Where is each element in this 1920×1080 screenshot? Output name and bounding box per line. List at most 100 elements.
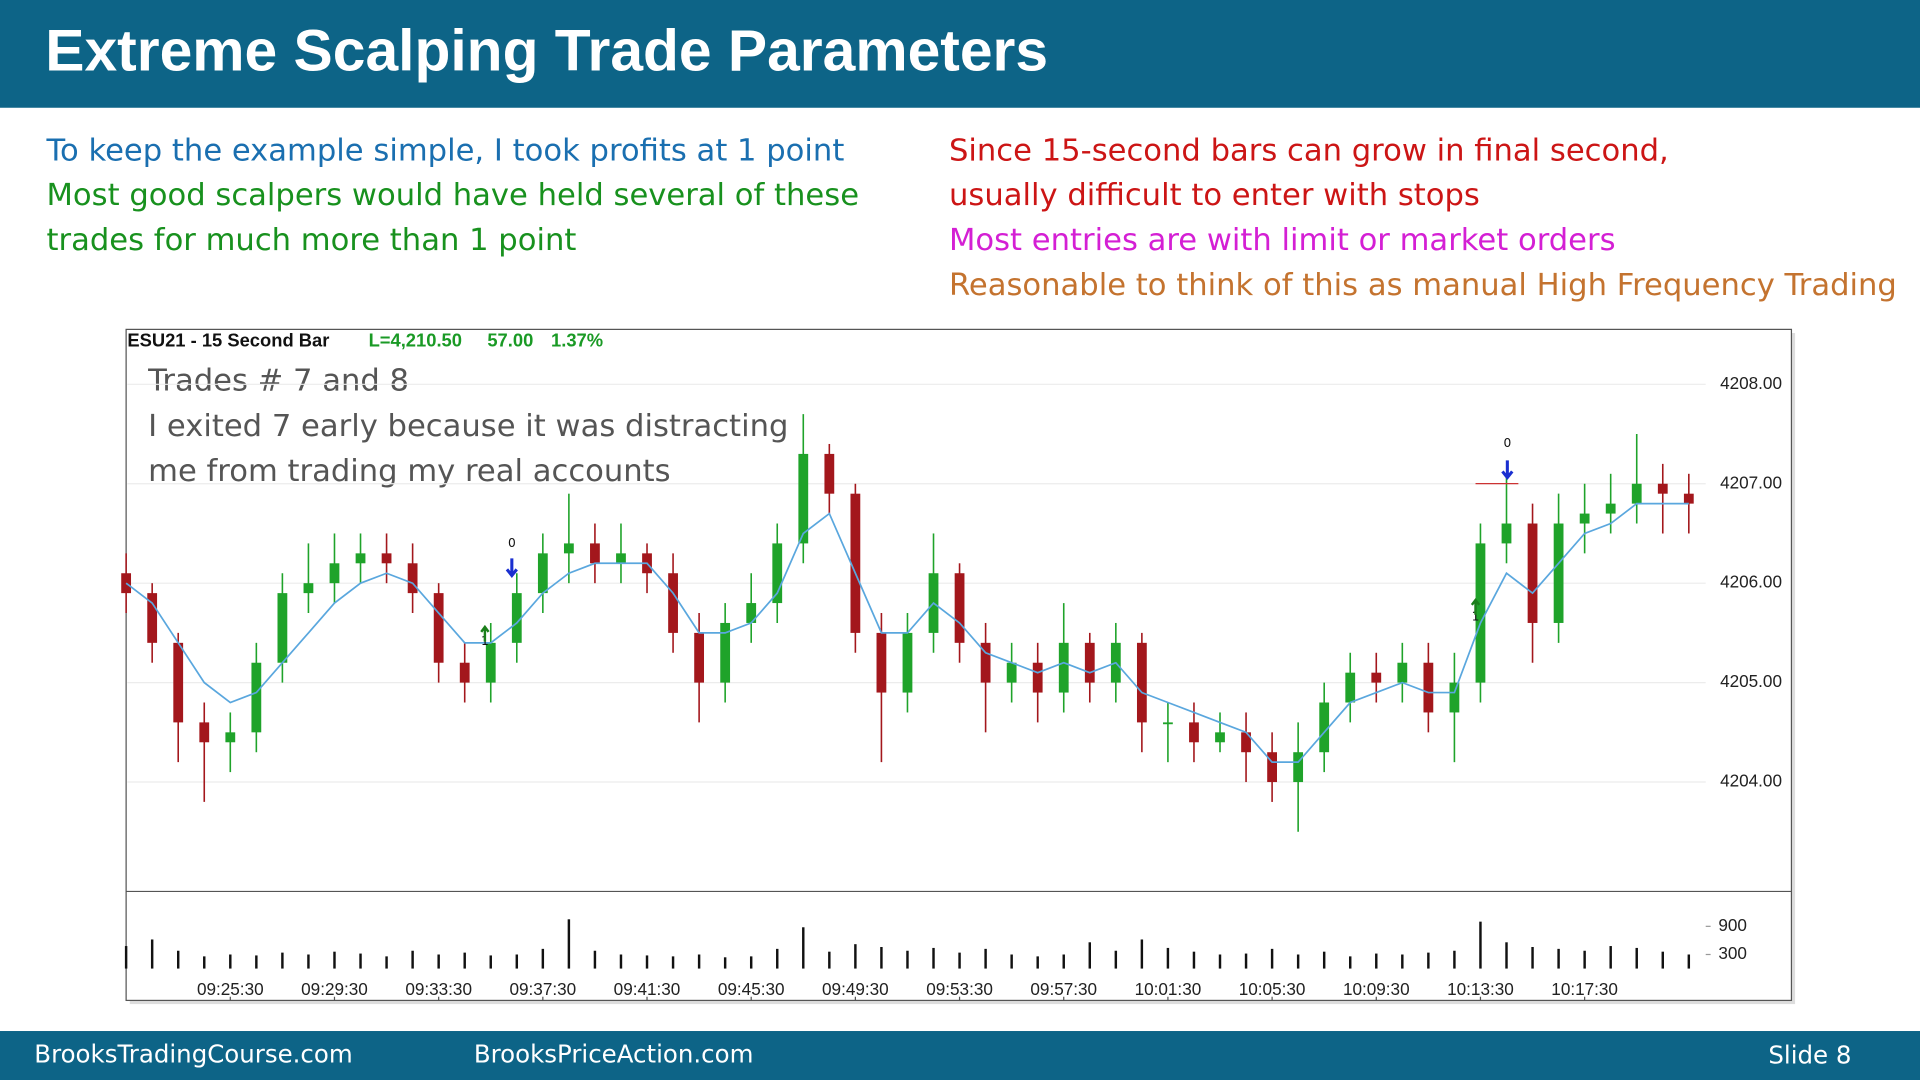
candle-body (303, 583, 314, 594)
candle-body (1449, 682, 1460, 713)
candle-body (329, 563, 340, 584)
candle-body (1683, 493, 1694, 504)
x-tick-label: 09:29:30 (301, 979, 368, 999)
trade-label: 1 (1472, 610, 1480, 624)
candle-body (1527, 523, 1538, 623)
candle-body (590, 543, 600, 564)
candle-body (1631, 483, 1642, 504)
candle-body (1605, 503, 1616, 514)
candle-body (668, 573, 678, 633)
x-tick-label: 09:49:30 (822, 979, 889, 999)
candle-body (1084, 642, 1095, 683)
candle-body (433, 593, 444, 663)
ema-line (125, 502, 1689, 764)
candle-body (563, 543, 574, 554)
x-tick-label: 09:33:30 (405, 979, 472, 999)
footer-bar (0, 1031, 1920, 1080)
candle-body (1579, 513, 1590, 524)
y-tick-label: 4205.00 (1720, 671, 1782, 691)
candle-body (1397, 662, 1408, 683)
footer-left: BrooksTradingCourse.com (34, 1040, 352, 1069)
symbol: ESU21 - 15 Second Bar (127, 329, 329, 350)
x-tick-label: 09:45:30 (718, 979, 785, 999)
candle-body (616, 553, 626, 564)
y-tick-label: 4206.00 (1720, 572, 1782, 592)
note-right: usually difficult to enter with stops (949, 178, 1480, 213)
candle-body (1136, 642, 1147, 723)
candle-body (1293, 752, 1304, 783)
candle-body (1241, 732, 1251, 753)
candle-body (1058, 642, 1069, 693)
y2-tick-label: 900 (1718, 915, 1747, 935)
candle-body (720, 622, 731, 683)
chart-annotation: I exited 7 early because it was distract… (148, 409, 788, 444)
note-right: Most entries are with limit or market or… (949, 223, 1616, 258)
candle-body (173, 642, 184, 723)
y2-tick-label: 300 (1718, 943, 1747, 963)
x-tick-label: 09:37:30 (510, 979, 577, 999)
candle-body (147, 593, 158, 643)
footer-middle: BrooksPriceAction.com (474, 1040, 754, 1069)
note-left: Most good scalpers would have held sever… (47, 178, 860, 213)
last-price: L=4,210.50 (369, 329, 462, 350)
candle-body (1501, 523, 1512, 544)
candle-body (459, 662, 470, 683)
candle-body (1657, 483, 1668, 494)
candle-body (1345, 672, 1356, 703)
x-tick-label: 10:13:30 (1447, 979, 1514, 999)
candle-body (1189, 722, 1199, 743)
candle-body (1319, 702, 1330, 753)
exit-arrow (505, 558, 518, 578)
candle-body (746, 603, 757, 623)
candle-body (772, 543, 783, 604)
candle-body (537, 553, 548, 594)
candle-body (381, 553, 392, 564)
change: 57.00 (487, 329, 533, 350)
note-right: Reasonable to think of this as manual Hi… (949, 268, 1897, 303)
entry-arrow (480, 624, 490, 642)
candle-body (876, 632, 887, 693)
candle-body (251, 662, 262, 733)
x-tick-label: 09:25:30 (197, 979, 264, 999)
candle-body (277, 593, 288, 663)
candle-body (1423, 662, 1434, 713)
header-bar (0, 0, 1920, 108)
chart-annotation: Trades # 7 and 8 (147, 364, 409, 399)
chart-header: ESU21 - 15 Second Bar L=4,210.50 57.00 1… (127, 329, 603, 350)
candle-body (902, 632, 913, 693)
note-left: trades for much more than 1 point (47, 223, 577, 258)
candle-body (1475, 543, 1486, 683)
candle-body (1006, 662, 1017, 683)
candle-body (1553, 523, 1564, 623)
candle-body (980, 642, 991, 683)
candle-body (199, 722, 210, 743)
x-tick-label: 10:09:30 (1343, 979, 1410, 999)
note-right: Since 15-second bars can grow in final s… (949, 133, 1669, 168)
slide-number: Slide 8 (1768, 1041, 1851, 1070)
candle-body (407, 563, 418, 594)
exit-arrow (1501, 460, 1514, 481)
x-tick-label: 10:05:30 (1239, 979, 1306, 999)
x-tick-label: 09:53:30 (926, 979, 993, 999)
candle-body (225, 732, 236, 743)
candle-body (355, 553, 366, 564)
candle-body (485, 642, 496, 683)
slide-title: Extreme Scalping Trade Parameters (45, 19, 1048, 84)
candle-body (511, 593, 522, 643)
candle-body (121, 573, 132, 594)
note-left: To keep the example simple, I took profi… (46, 133, 845, 168)
candle-body (1267, 752, 1277, 783)
trade-label: 0 (1503, 436, 1511, 450)
change-pct: 1.37% (551, 329, 603, 350)
x-tick-label: 09:57:30 (1030, 979, 1097, 999)
chart-frame (125, 328, 1793, 1002)
entry-arrow (1470, 597, 1481, 615)
candle-body (1215, 732, 1225, 743)
candle-body (1032, 662, 1043, 693)
trade-label: 0 (508, 536, 516, 550)
candle-body (694, 632, 705, 683)
candle-body (850, 493, 861, 633)
x-tick-label: 10:17:30 (1551, 979, 1618, 999)
y-tick-label: 4207.00 (1720, 472, 1782, 492)
